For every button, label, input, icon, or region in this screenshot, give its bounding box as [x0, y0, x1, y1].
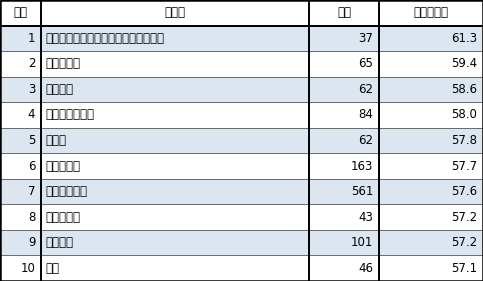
Bar: [309, 0, 379, 26]
Text: トヨタ自動車: トヨタ自動車: [45, 185, 87, 198]
Text: 62: 62: [358, 83, 373, 96]
Text: 61.3: 61.3: [451, 32, 477, 45]
Text: 57.1: 57.1: [451, 262, 477, 275]
Text: 1: 1: [28, 32, 35, 45]
Text: バンダイ: バンダイ: [45, 83, 73, 96]
Text: コニカミノルタ: コニカミノルタ: [45, 108, 94, 121]
Text: 8: 8: [28, 211, 35, 224]
Text: 企業名: 企業名: [165, 6, 185, 19]
Text: 10: 10: [20, 262, 35, 275]
Bar: [41, 26, 309, 51]
Text: 59.4: 59.4: [451, 57, 477, 70]
Bar: [379, 51, 483, 77]
Text: 101: 101: [351, 236, 373, 249]
Bar: [41, 77, 309, 102]
Bar: [379, 128, 483, 153]
Text: 3: 3: [28, 83, 35, 96]
Text: 58.0: 58.0: [451, 108, 477, 121]
Bar: [309, 77, 379, 102]
Bar: [41, 128, 309, 153]
Text: 順位: 順位: [14, 6, 28, 19]
Bar: [41, 102, 309, 128]
Bar: [0, 204, 41, 230]
Bar: [309, 255, 379, 281]
Bar: [41, 153, 309, 179]
Text: 84: 84: [358, 108, 373, 121]
Text: 4: 4: [28, 108, 35, 121]
Bar: [379, 179, 483, 204]
Bar: [41, 255, 309, 281]
Bar: [0, 153, 41, 179]
Text: 37: 37: [358, 32, 373, 45]
Bar: [41, 0, 309, 26]
Bar: [0, 0, 41, 26]
Text: 57.7: 57.7: [451, 160, 477, 173]
Bar: [0, 255, 41, 281]
Text: バンダイナムコエンターテインメント: バンダイナムコエンターテインメント: [45, 32, 164, 45]
Bar: [0, 230, 41, 255]
Text: 9: 9: [28, 236, 35, 249]
Bar: [309, 153, 379, 179]
Bar: [379, 102, 483, 128]
Bar: [309, 179, 379, 204]
Text: 入社難易度: 入社難易度: [413, 6, 449, 19]
Bar: [379, 204, 483, 230]
Bar: [0, 77, 41, 102]
Bar: [0, 51, 41, 77]
Bar: [309, 230, 379, 255]
Bar: [379, 26, 483, 51]
Text: オリンパス: オリンパス: [45, 57, 80, 70]
Text: ヤマハ: ヤマハ: [45, 134, 66, 147]
Text: 2: 2: [28, 57, 35, 70]
Text: 7: 7: [28, 185, 35, 198]
Bar: [0, 26, 41, 51]
Bar: [379, 77, 483, 102]
Bar: [309, 204, 379, 230]
Text: 57.6: 57.6: [451, 185, 477, 198]
Bar: [41, 51, 309, 77]
Text: 58.6: 58.6: [451, 83, 477, 96]
Bar: [309, 51, 379, 77]
Bar: [41, 204, 309, 230]
Text: 大日本印刷: 大日本印刷: [45, 160, 80, 173]
Bar: [0, 179, 41, 204]
Text: 561: 561: [351, 185, 373, 198]
Bar: [309, 26, 379, 51]
Text: セガ: セガ: [45, 262, 59, 275]
Text: 6: 6: [28, 160, 35, 173]
Bar: [41, 230, 309, 255]
Bar: [0, 128, 41, 153]
Bar: [379, 230, 483, 255]
Bar: [379, 153, 483, 179]
Text: 62: 62: [358, 134, 373, 147]
Text: 43: 43: [358, 211, 373, 224]
Text: 163: 163: [351, 160, 373, 173]
Bar: [41, 179, 309, 204]
Text: 5: 5: [28, 134, 35, 147]
Bar: [379, 0, 483, 26]
Bar: [0, 102, 41, 128]
Bar: [309, 102, 379, 128]
Bar: [309, 128, 379, 153]
Bar: [379, 255, 483, 281]
Text: 人数: 人数: [337, 6, 351, 19]
Text: 57.8: 57.8: [451, 134, 477, 147]
Text: 57.2: 57.2: [451, 236, 477, 249]
Text: 46: 46: [358, 262, 373, 275]
Text: ディスコ: ディスコ: [45, 236, 73, 249]
Text: 65: 65: [358, 57, 373, 70]
Text: アシックス: アシックス: [45, 211, 80, 224]
Text: 57.2: 57.2: [451, 211, 477, 224]
